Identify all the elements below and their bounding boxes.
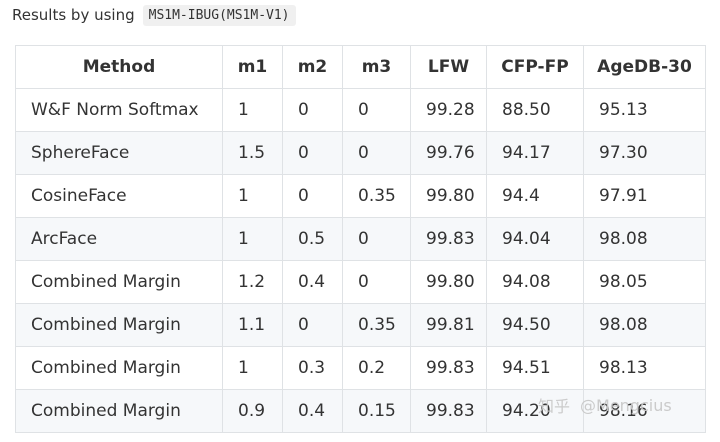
cell-m2: 0.3 — [282, 346, 343, 390]
cell-cfp-fp: 94.04 — [486, 217, 584, 261]
cell-m1: 1 — [222, 346, 283, 390]
cell-cfp-fp: 88.50 — [486, 88, 584, 132]
cell-m2: 0.4 — [282, 389, 343, 433]
cell-m3: 0 — [342, 131, 411, 175]
cell-m3: 0.15 — [342, 389, 411, 433]
column-header-method: Method — [15, 45, 223, 89]
cell-lfw: 99.83 — [410, 217, 487, 261]
cell-m3: 0 — [342, 217, 411, 261]
results-caption: Results by using MS1M-IBUG(MS1M-V1) — [12, 0, 296, 30]
cell-method: CosineFace — [15, 174, 223, 218]
cell-m1: 1 — [222, 217, 283, 261]
cell-lfw: 99.81 — [410, 303, 487, 347]
cell-m1: 1 — [222, 88, 283, 132]
cell-method: W&F Norm Softmax — [15, 88, 223, 132]
cell-m2: 0.5 — [282, 217, 343, 261]
column-header-m3: m3 — [342, 45, 411, 89]
caption-text: Results by using — [12, 6, 135, 24]
table-row: Combined Margin 1.2 0.4 0 99.80 94.08 98… — [15, 260, 706, 304]
dataset-code: MS1M-IBUG(MS1M-V1) — [142, 4, 296, 26]
cell-m1: 1.5 — [222, 131, 283, 175]
column-header-m1: m1 — [222, 45, 283, 89]
cell-method: Combined Margin — [15, 303, 223, 347]
cell-m3: 0.2 — [342, 346, 411, 390]
cell-agedb-30: 95.13 — [583, 88, 706, 132]
cell-agedb-30: 98.16 — [583, 389, 706, 433]
cell-lfw: 99.76 — [410, 131, 487, 175]
table-row: Combined Margin 1 0.3 0.2 99.83 94.51 98… — [15, 346, 706, 390]
table-row: W&F Norm Softmax 1 0 0 99.28 88.50 95.13 — [15, 88, 706, 132]
cell-cfp-fp: 94.17 — [486, 131, 584, 175]
cell-m2: 0 — [282, 88, 343, 132]
cell-agedb-30: 98.08 — [583, 217, 706, 261]
cell-method: ArcFace — [15, 217, 223, 261]
cell-cfp-fp: 94.4 — [486, 174, 584, 218]
cell-m3: 0.35 — [342, 303, 411, 347]
cell-cfp-fp: 94.08 — [486, 260, 584, 304]
cell-method: SphereFace — [15, 131, 223, 175]
cell-m3: 0 — [342, 260, 411, 304]
cell-method: Combined Margin — [15, 389, 223, 433]
cell-agedb-30: 97.30 — [583, 131, 706, 175]
cell-lfw: 99.80 — [410, 174, 487, 218]
cell-m2: 0 — [282, 131, 343, 175]
table-row: CosineFace 1 0 0.35 99.80 94.4 97.91 — [15, 174, 706, 218]
table-header-row: Method m1 m2 m3 LFW CFP-FP AgeDB-30 — [15, 45, 706, 89]
cell-m1: 1.2 — [222, 260, 283, 304]
cell-agedb-30: 97.91 — [583, 174, 706, 218]
cell-agedb-30: 98.13 — [583, 346, 706, 390]
cell-method: Combined Margin — [15, 346, 223, 390]
cell-agedb-30: 98.05 — [583, 260, 706, 304]
column-header-agedb-30: AgeDB-30 — [583, 45, 706, 89]
table-row: Combined Margin 1.1 0 0.35 99.81 94.50 9… — [15, 303, 706, 347]
column-header-cfp-fp: CFP-FP — [486, 45, 584, 89]
table-row: ArcFace 1 0.5 0 99.83 94.04 98.08 — [15, 217, 706, 261]
cell-method: Combined Margin — [15, 260, 223, 304]
column-header-m2: m2 — [282, 45, 343, 89]
cell-m3: 0.35 — [342, 174, 411, 218]
cell-cfp-fp: 94.20 — [486, 389, 584, 433]
cell-m1: 0.9 — [222, 389, 283, 433]
cell-m1: 1 — [222, 174, 283, 218]
cell-lfw: 99.80 — [410, 260, 487, 304]
column-header-lfw: LFW — [410, 45, 487, 89]
cell-m3: 0 — [342, 88, 411, 132]
cell-lfw: 99.28 — [410, 88, 487, 132]
results-table: Method m1 m2 m3 LFW CFP-FP AgeDB-30 W&F … — [15, 45, 706, 433]
cell-m2: 0 — [282, 303, 343, 347]
cell-m2: 0 — [282, 174, 343, 218]
table-row: Combined Margin 0.9 0.4 0.15 99.83 94.20… — [15, 389, 706, 433]
cell-lfw: 99.83 — [410, 389, 487, 433]
cell-cfp-fp: 94.51 — [486, 346, 584, 390]
cell-m1: 1.1 — [222, 303, 283, 347]
cell-agedb-30: 98.08 — [583, 303, 706, 347]
cell-cfp-fp: 94.50 — [486, 303, 584, 347]
cell-m2: 0.4 — [282, 260, 343, 304]
table-row: SphereFace 1.5 0 0 99.76 94.17 97.30 — [15, 131, 706, 175]
cell-lfw: 99.83 — [410, 346, 487, 390]
